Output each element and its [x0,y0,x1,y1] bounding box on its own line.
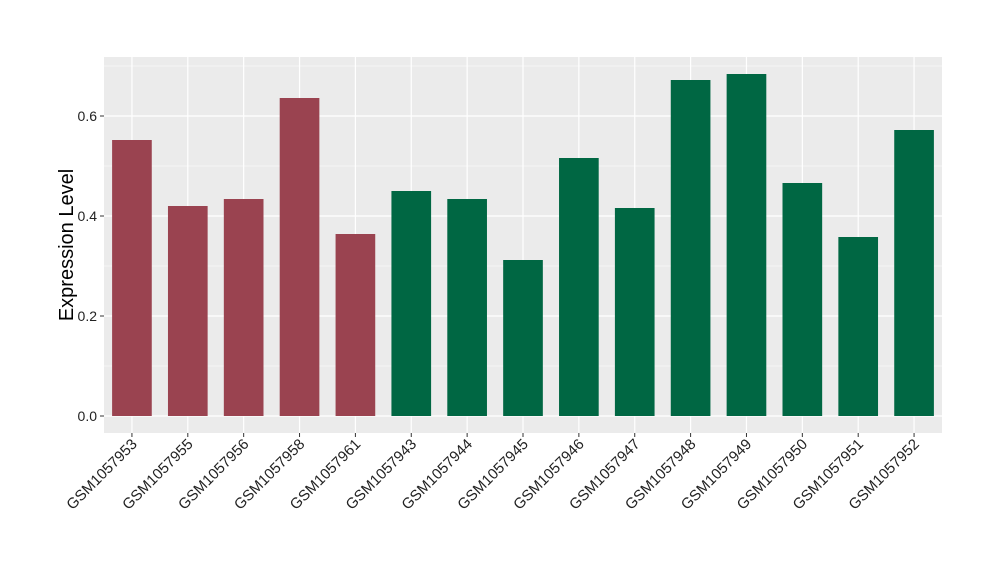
bar-GSM1057961 [335,234,376,416]
bar-GSM1057952 [894,130,934,416]
bar-GSM1057953 [112,140,152,416]
y-tick-label: 0.0 [78,408,98,424]
bar-GSM1057947 [614,208,655,416]
y-tick-label: 0.2 [78,308,98,324]
bar-GSM1057956 [223,199,264,416]
y-tick-label: 0.4 [78,208,98,224]
bar-GSM1057945 [503,260,543,416]
bar-GSM1057949 [726,74,767,416]
bar-GSM1057943 [391,191,432,416]
bar-GSM1057946 [559,158,599,416]
bar-GSM1057948 [670,80,711,416]
bar-GSM1057951 [838,237,879,416]
bar-GSM1057944 [447,199,487,416]
y-tick-label: 0.6 [78,108,98,124]
y-axis-label: Expression Level [56,169,78,321]
bar-GSM1057955 [167,206,208,416]
bar-GSM1057958 [279,98,320,416]
bar-GSM1057950 [782,183,823,416]
